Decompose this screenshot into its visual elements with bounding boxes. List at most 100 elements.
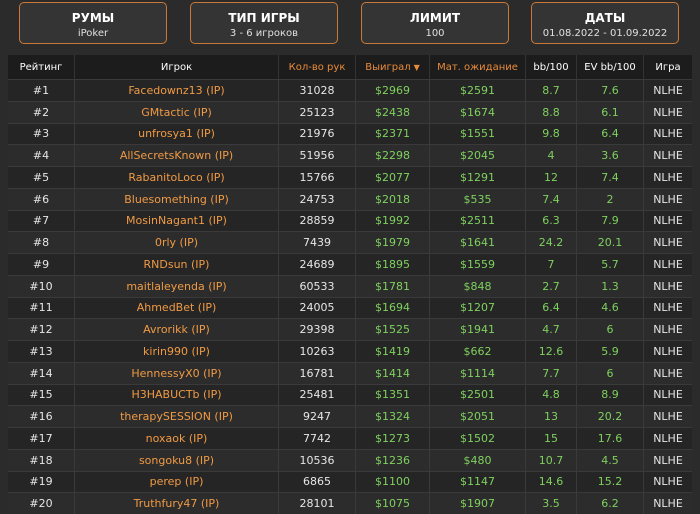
- evbb100-cell: 6: [576, 319, 643, 340]
- evbb100-cell: 7.9: [576, 210, 643, 232]
- hands-cell: 10536: [278, 449, 355, 471]
- player-link[interactable]: Bluesomething (IP): [74, 188, 278, 210]
- player-link[interactable]: MosinNagant1 (IP): [74, 210, 278, 232]
- player-link[interactable]: Truthfury47 (IP): [74, 493, 278, 514]
- filter-game-type-button[interactable]: ТИП ИГРЫ 3 - 6 игроков: [190, 2, 338, 44]
- bb100-cell: 7: [525, 254, 576, 275]
- player-link[interactable]: kirin990 (IP): [74, 341, 278, 362]
- game-cell: NLHE: [643, 232, 692, 253]
- filter-rooms-button[interactable]: РУМЫ iPoker: [19, 2, 167, 44]
- rank-cell: #14: [29, 366, 53, 380]
- won-cell: $1324: [355, 406, 429, 427]
- evbb100-cell: 4.6: [576, 297, 643, 319]
- won-cell: $2371: [355, 123, 429, 145]
- player-link[interactable]: maitlaleyenda (IP): [74, 275, 278, 297]
- hands-cell: 24689: [278, 254, 355, 275]
- evbb100-cell: 6.2: [576, 493, 643, 514]
- game-cell: NLHE: [643, 188, 692, 210]
- won-cell: $1419: [355, 341, 429, 362]
- bb100-cell: 8.7: [525, 80, 576, 101]
- player-link[interactable]: therapySESSION (IP): [74, 406, 278, 427]
- ev-cell: $1941: [429, 319, 525, 340]
- rank-cell: #19: [29, 475, 53, 489]
- player-link[interactable]: AhmedBet (IP): [74, 297, 278, 319]
- player-link[interactable]: HennessyX0 (IP): [74, 362, 278, 384]
- hands-cell: 9247: [278, 406, 355, 427]
- player-link[interactable]: unfrosya1 (IP): [74, 123, 278, 145]
- ev-cell: $1502: [429, 428, 525, 449]
- player-link[interactable]: GMtactic (IP): [74, 101, 278, 123]
- ev-cell: $2511: [429, 210, 525, 232]
- player-link[interactable]: noxaok (IP): [74, 428, 278, 449]
- player-link[interactable]: RabanitoLoco (IP): [74, 167, 278, 188]
- player-link[interactable]: Avrorikk (IP): [74, 319, 278, 340]
- evbb100-cell: 5.7: [576, 254, 643, 275]
- player-link[interactable]: RNDsun (IP): [74, 254, 278, 275]
- column-header-hands[interactable]: Кол-во рук: [278, 55, 355, 79]
- table-row: #4 AllSecretsKnown (IP) 51956 $2298 $2045 4 3.…: [8, 144, 692, 166]
- table-row: #5 RabanitoLoco (IP) 15766 $2077 $1291 12 7.4 N…: [8, 166, 692, 188]
- filter-dates-button[interactable]: ДАТЫ 01.08.2022 - 01.09.2022: [531, 2, 679, 44]
- leaderboard-table: Рейтинг Игрок Кол-во рук Выиграл ▼ Мат. …: [8, 55, 692, 514]
- evbb100-cell: 20.2: [576, 406, 643, 427]
- player-link[interactable]: 0rly (IP): [74, 232, 278, 253]
- table-row: #3 unfrosya1 (IP) 21976 $2371 $1551 9.8 6.4 NLH…: [8, 122, 692, 145]
- bb100-cell: 7.4: [525, 188, 576, 210]
- ev-cell: $2045: [429, 145, 525, 166]
- ev-cell: $2051: [429, 406, 525, 427]
- rank-cell: #2: [32, 105, 50, 119]
- won-cell: $1525: [355, 319, 429, 340]
- won-cell: $1100: [355, 471, 429, 493]
- won-cell: $1236: [355, 449, 429, 471]
- column-header-evbb100[interactable]: EV bb/100: [576, 55, 643, 79]
- table-row: #9 RNDsun (IP) 24689 $1895 $1559 7 5.7 NLHE: [8, 253, 692, 275]
- table-row: #12 Avrorikk (IP) 29398 $1525 $1941 4.7 6 NLHE: [8, 318, 692, 340]
- filter-title: ДАТЫ: [584, 11, 626, 25]
- rank-cell: #6: [32, 192, 50, 206]
- won-cell: $2438: [355, 101, 429, 123]
- ev-cell: $1207: [429, 297, 525, 319]
- rank-cell: #7: [32, 214, 50, 228]
- hands-cell: 31028: [278, 80, 355, 101]
- player-link[interactable]: perep (IP): [74, 471, 278, 493]
- game-cell: NLHE: [643, 80, 692, 101]
- game-cell: NLHE: [643, 406, 692, 427]
- player-link[interactable]: H3HABUCTb (IP): [74, 384, 278, 406]
- won-cell: $1992: [355, 210, 429, 232]
- won-cell: $1075: [355, 493, 429, 514]
- bb100-cell: 14.6: [525, 471, 576, 493]
- evbb100-cell: 17.6: [576, 428, 643, 449]
- player-link[interactable]: AllSecretsKnown (IP): [74, 145, 278, 166]
- won-cell: $2969: [355, 80, 429, 101]
- hands-cell: 60533: [278, 275, 355, 297]
- column-header-rank[interactable]: Рейтинг: [19, 61, 63, 73]
- filter-bar: РУМЫ iPoker ТИП ИГРЫ 3 - 6 игроков ЛИМИТ…: [0, 0, 700, 52]
- evbb100-cell: 6.4: [576, 123, 643, 145]
- bb100-cell: 6.4: [525, 297, 576, 319]
- player-link[interactable]: songoku8 (IP): [74, 449, 278, 471]
- column-header-bb100[interactable]: bb/100: [525, 55, 576, 79]
- table-row: #1 Facedownz13 (IP) 31028 $2969 $2591 8.7 7.6 N…: [8, 79, 692, 101]
- bb100-cell: 10.7: [525, 449, 576, 471]
- evbb100-cell: 4.5: [576, 449, 643, 471]
- rank-cell: #1: [32, 83, 50, 97]
- filter-value: 3 - 6 игроков: [229, 28, 299, 39]
- won-cell: $1694: [355, 297, 429, 319]
- column-header-won[interactable]: Выиграл ▼: [355, 55, 429, 79]
- column-header-ev[interactable]: Мат. ожидание: [429, 55, 525, 79]
- player-link[interactable]: Facedownz13 (IP): [74, 80, 278, 101]
- rank-cell: #4: [32, 149, 50, 163]
- table-row: #18 songoku8 (IP) 10536 $1236 $480 10.7 4.5 NLH…: [8, 448, 692, 471]
- table-row: #15 H3HABUCTb (IP) 25481 $1351 $2501 4.8 8.9 NL…: [8, 383, 692, 406]
- table-row: #6 Bluesomething (IP) 24753 $2018 $535 7.4 2 NL…: [8, 187, 692, 210]
- column-header-won-label: Выиграл: [365, 61, 411, 73]
- column-header-player[interactable]: Игрок: [74, 55, 278, 79]
- game-cell: NLHE: [643, 297, 692, 319]
- ev-cell: $1674: [429, 101, 525, 123]
- filter-limit-button[interactable]: ЛИМИТ 100: [361, 2, 509, 44]
- filter-title: ЛИМИТ: [409, 11, 461, 25]
- won-cell: $2298: [355, 145, 429, 166]
- rank-cell: #13: [29, 344, 53, 358]
- filter-value: iPoker: [77, 28, 109, 39]
- column-header-game[interactable]: Игра: [643, 55, 692, 79]
